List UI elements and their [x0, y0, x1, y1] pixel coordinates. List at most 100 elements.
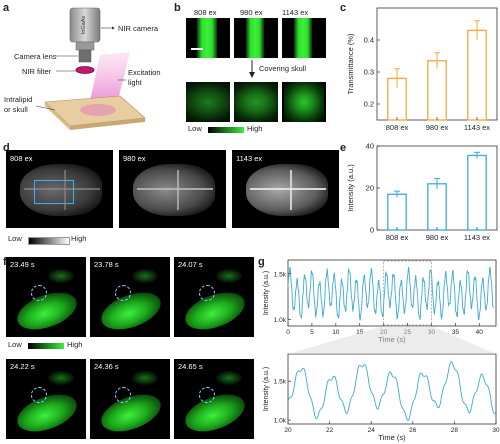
roi-circle: [199, 285, 215, 301]
b-label-1143: 1143 ex: [282, 8, 309, 17]
x-tick-label: 20: [284, 427, 292, 434]
nir-filter-label: NIR filter: [22, 67, 52, 76]
x-tick-label: 808 ex: [386, 233, 409, 242]
panel-f-letter: f: [3, 256, 7, 268]
d-image-1143: [232, 150, 339, 228]
panel-a-letter: a: [3, 2, 10, 14]
d-image-980: [119, 150, 226, 228]
x-tick-label: 26: [409, 427, 417, 434]
x-tick-label: 22: [326, 427, 334, 434]
f-timestamp-1: 23.49 s: [10, 260, 35, 269]
x-tick-label: 15: [356, 329, 364, 336]
x-tick-label: 30: [492, 427, 500, 434]
x-tick-label: 980 ex: [426, 233, 449, 242]
bar: [387, 193, 407, 231]
b-image-1143-bottom: [282, 82, 326, 122]
chart-e: 0 20 40 808 ex 980 ex 1143 ex Intensity (a.u.): [346, 142, 498, 242]
panel-b-letter: b: [174, 2, 181, 14]
camera-lens-label: Camera lens: [14, 52, 57, 61]
f-image-3: 24.07 s: [174, 257, 254, 337]
b-image-980-top: [234, 18, 278, 58]
bar: [467, 154, 487, 231]
panel-a-illustration: InGaAs: [35, 7, 146, 130]
roi-circle: [31, 387, 47, 403]
camera-lens: [78, 49, 92, 63]
g-top-line: [287, 266, 494, 321]
panel-g-letter: g: [258, 256, 265, 268]
d-label-980: 980 ex: [123, 154, 146, 163]
g-bottom-x-axis-label: Time (s): [378, 433, 406, 442]
b-scale-high: High: [247, 124, 263, 133]
bar: [467, 29, 487, 121]
y-tick-label: 0.4: [364, 36, 374, 45]
covering-skull-label: Covering skull: [259, 64, 307, 73]
x-tick-label: 1143 ex: [464, 233, 490, 242]
f-image-1: 23.49 s: [6, 257, 86, 337]
excitation-light-label-1: Excitation: [128, 68, 161, 77]
x-tick-label: 35: [452, 329, 460, 336]
y-tick-label: 1.5k: [274, 271, 287, 278]
x-tick-label: 980 ex: [426, 123, 449, 132]
x-tick-label: 28: [451, 427, 459, 434]
sample-label-2: or skull: [4, 105, 28, 114]
nir-filter: [75, 66, 95, 74]
y-tick-label: 0: [370, 226, 374, 235]
roi-rectangle: [34, 180, 74, 204]
x-tick-label: 24: [368, 427, 376, 434]
b-label-808: 808 ex: [194, 8, 217, 17]
g-bottom-line: [287, 361, 497, 422]
roi-circle: [115, 285, 131, 301]
svg-text:InGaAs: InGaAs: [81, 16, 87, 35]
zoom-connector: [288, 326, 496, 354]
f-image-5: 24.36 s: [90, 359, 170, 439]
x-tick-label: 10: [332, 329, 340, 336]
d-label-1143: 1143 ex: [236, 154, 263, 163]
b-image-980-bottom: [234, 82, 278, 122]
panel-c-letter: c: [340, 2, 347, 14]
y-tick-label: 1.0k: [274, 317, 287, 324]
f-timestamp-3: 24.07 s: [178, 260, 203, 269]
x-tick-label: 808 ex: [386, 123, 409, 132]
chart-c: 0.2 0.3 0.4 808 ex 980 ex 1143 ex Transmittanc…: [346, 7, 498, 132]
f-timestamp-5: 24.36 s: [94, 362, 119, 371]
b-image-808-bottom: [186, 82, 230, 122]
x-tick-label: 5: [310, 329, 314, 336]
d-colorbar: [28, 237, 70, 245]
f-image-6: 24.65 s: [174, 359, 254, 439]
f-timestamp-6: 24.65 s: [178, 362, 203, 371]
f-timestamp-2: 23.78 s: [94, 260, 119, 269]
y-tick-label: 20: [366, 184, 374, 193]
nir-camera-label: NIR camera: [118, 24, 159, 33]
g-bottom-axes-frame: [287, 353, 497, 425]
zoom-window: [383, 260, 432, 326]
b-label-980: 980 ex: [240, 8, 263, 17]
roi-circle: [199, 387, 215, 403]
d-label-808: 808 ex: [10, 154, 33, 163]
y-tick-label: 1.0k: [274, 418, 287, 425]
panel-d-letter: d: [3, 142, 10, 154]
y-tick-label: 1.5k: [274, 379, 287, 386]
y-tick-label: 0.2: [364, 100, 374, 109]
g-bottom-y-axis-label: Intensity (a.u.): [263, 367, 270, 411]
covering-skull-arrow-icon: [249, 60, 255, 78]
bar: [427, 183, 447, 231]
f-timestamp-4: 24.22 s: [10, 362, 35, 371]
f-image-2: 23.78 s: [90, 257, 170, 337]
x-tick-label: 0: [286, 329, 290, 336]
b-scale-low: Low: [188, 124, 202, 133]
panel-e-letter: e: [340, 142, 347, 154]
x-tick-label: 40: [476, 329, 484, 336]
bar: [427, 60, 447, 121]
sample-label-1: Intralipid: [4, 95, 33, 104]
roi-circle: [31, 285, 47, 301]
g-top-y-axis-label: Intensity (a.u.): [263, 271, 270, 315]
y-axis-label: Intensity (a.u.): [346, 164, 355, 212]
f-scale-high: High: [67, 340, 83, 349]
x-tick-label: 1143 ex: [464, 123, 490, 132]
d-scale-low: Low: [8, 234, 22, 243]
b-image-808-top: [186, 18, 230, 58]
excitation-light-label-2: light: [128, 78, 142, 87]
f-scale-low: Low: [8, 340, 22, 349]
f-colorbar: [28, 343, 64, 349]
